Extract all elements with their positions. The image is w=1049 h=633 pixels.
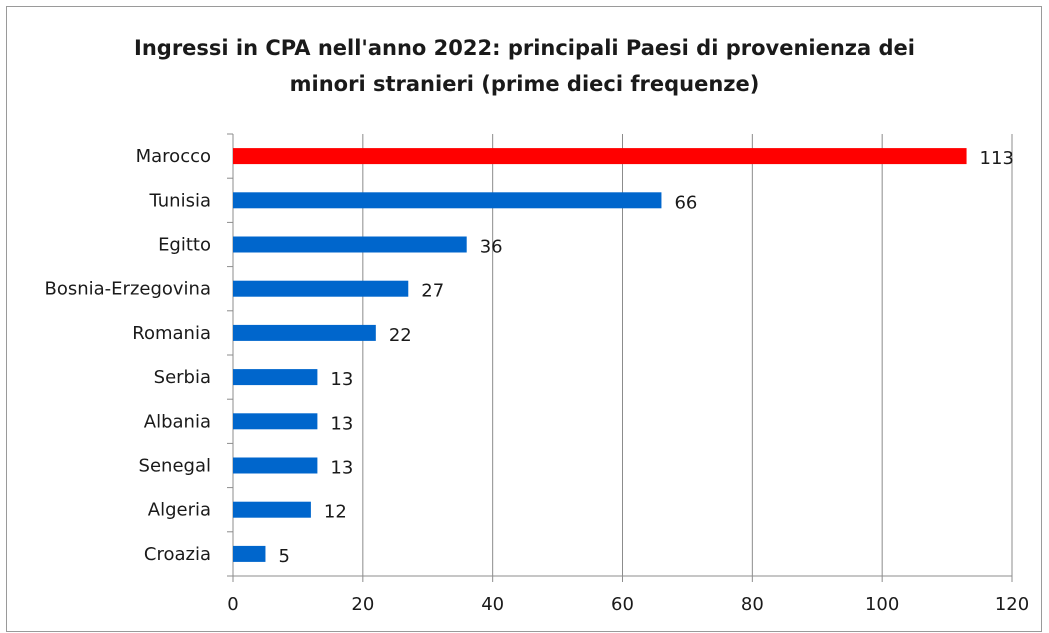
value-label-8: 12 [324,502,347,523]
value-label-1: 66 [674,192,697,213]
value-label-4: 22 [389,325,412,346]
category-label-2: Egitto [158,235,211,256]
bar-3 [233,280,409,297]
value-label-5: 13 [330,369,353,390]
category-label-4: Romania [132,323,211,344]
category-label-1: Tunisia [149,190,212,211]
category-label-6: Albania [144,411,211,432]
chart-frame [6,6,1042,632]
bar-6 [233,413,318,430]
value-label-2: 36 [480,237,503,258]
bar-5 [233,369,318,386]
chart-title-line-1: Ingressi in CPA nell'anno 2022: principa… [134,36,915,60]
category-label-8: Algeria [148,500,211,521]
category-label-0: Marocco [136,146,211,167]
bar-1 [233,192,662,209]
value-label-7: 13 [330,458,353,479]
value-label-0: 113 [980,148,1014,169]
category-label-7: Senegal [139,456,211,477]
bar-7 [233,457,318,474]
category-label-5: Serbia [154,367,211,388]
bar-9 [233,545,266,562]
chart-title-line-2: minori stranieri (prime dieci frequenze) [289,72,760,96]
category-label-9: Croazia [144,544,211,565]
bar-2 [233,236,467,253]
x-tick-label-6: 120 [995,594,1029,615]
x-tick-label-5: 100 [865,594,899,615]
x-tick-label-0: 0 [227,594,238,615]
bar-0 [233,148,967,165]
value-label-9: 5 [278,546,289,567]
value-label-3: 27 [421,281,444,302]
category-label-3: Bosnia-Erzegovina [45,279,212,300]
x-tick-label-3: 60 [611,594,634,615]
bar-4 [233,324,376,341]
x-tick-label-4: 80 [741,594,764,615]
bar-8 [233,501,311,518]
chart-title: Ingressi in CPA nell'anno 2022: principa… [0,30,1049,102]
x-tick-label-1: 20 [351,594,374,615]
value-label-6: 13 [330,413,353,434]
x-tick-label-2: 40 [481,594,504,615]
